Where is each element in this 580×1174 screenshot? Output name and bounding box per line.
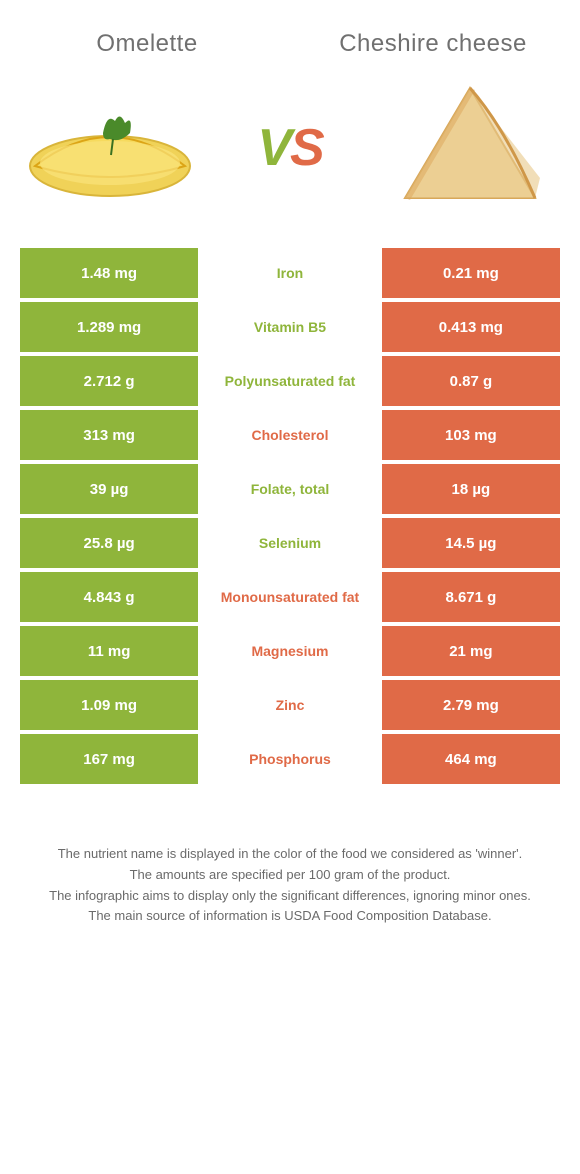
table-row: 1.09 mgZinc2.79 mg bbox=[20, 680, 560, 730]
right-food-title: Cheshire cheese bbox=[316, 30, 550, 58]
cheese-icon bbox=[385, 78, 555, 218]
footer-line: The main source of information is USDA F… bbox=[30, 906, 550, 927]
right-value: 0.87 g bbox=[382, 356, 560, 406]
omelette-image bbox=[20, 78, 200, 218]
vs-s: S bbox=[290, 118, 323, 178]
right-value: 0.21 mg bbox=[382, 248, 560, 298]
omelette-icon bbox=[25, 93, 195, 203]
table-row: 167 mgPhosphorus464 mg bbox=[20, 734, 560, 784]
right-value: 0.413 mg bbox=[382, 302, 560, 352]
nutrient-label: Selenium bbox=[198, 518, 382, 568]
table-row: 4.843 gMonounsaturated fat8.671 g bbox=[20, 572, 560, 622]
cheese-image bbox=[380, 78, 560, 218]
vs-v: V bbox=[257, 118, 290, 178]
right-value: 18 µg bbox=[382, 464, 560, 514]
left-value: 1.48 mg bbox=[20, 248, 198, 298]
nutrient-label: Phosphorus bbox=[198, 734, 382, 784]
left-value: 2.712 g bbox=[20, 356, 198, 406]
nutrient-label: Iron bbox=[198, 248, 382, 298]
right-value: 14.5 µg bbox=[382, 518, 560, 568]
left-food-title: Omelette bbox=[30, 30, 264, 58]
nutrient-label: Vitamin B5 bbox=[198, 302, 382, 352]
table-row: 1.289 mgVitamin B50.413 mg bbox=[20, 302, 560, 352]
nutrient-label: Monounsaturated fat bbox=[198, 572, 382, 622]
nutrient-label: Magnesium bbox=[198, 626, 382, 676]
left-value: 39 µg bbox=[20, 464, 198, 514]
nutrient-table: 1.48 mgIron0.21 mg1.289 mgVitamin B50.41… bbox=[0, 248, 580, 784]
footer-line: The amounts are specified per 100 gram o… bbox=[30, 865, 550, 886]
table-row: 313 mgCholesterol103 mg bbox=[20, 410, 560, 460]
left-value: 11 mg bbox=[20, 626, 198, 676]
vs-label: VS bbox=[257, 118, 322, 178]
right-value: 103 mg bbox=[382, 410, 560, 460]
table-row: 2.712 gPolyunsaturated fat0.87 g bbox=[20, 356, 560, 406]
nutrient-label: Zinc bbox=[198, 680, 382, 730]
right-value: 464 mg bbox=[382, 734, 560, 784]
left-value: 167 mg bbox=[20, 734, 198, 784]
left-value: 1.289 mg bbox=[20, 302, 198, 352]
nutrient-label: Folate, total bbox=[198, 464, 382, 514]
left-value: 313 mg bbox=[20, 410, 198, 460]
nutrient-label: Polyunsaturated fat bbox=[198, 356, 382, 406]
table-row: 11 mgMagnesium21 mg bbox=[20, 626, 560, 676]
left-value: 4.843 g bbox=[20, 572, 198, 622]
right-value: 8.671 g bbox=[382, 572, 560, 622]
table-row: 25.8 µgSelenium14.5 µg bbox=[20, 518, 560, 568]
vs-row: VS bbox=[0, 78, 580, 248]
right-value: 2.79 mg bbox=[382, 680, 560, 730]
footer-line: The infographic aims to display only the… bbox=[30, 886, 550, 907]
table-row: 39 µgFolate, total18 µg bbox=[20, 464, 560, 514]
left-value: 25.8 µg bbox=[20, 518, 198, 568]
right-value: 21 mg bbox=[382, 626, 560, 676]
footer-notes: The nutrient name is displayed in the co… bbox=[0, 784, 580, 967]
nutrient-label: Cholesterol bbox=[198, 410, 382, 460]
footer-line: The nutrient name is displayed in the co… bbox=[30, 844, 550, 865]
left-value: 1.09 mg bbox=[20, 680, 198, 730]
table-row: 1.48 mgIron0.21 mg bbox=[20, 248, 560, 298]
header: Omelette Cheshire cheese bbox=[0, 0, 580, 78]
